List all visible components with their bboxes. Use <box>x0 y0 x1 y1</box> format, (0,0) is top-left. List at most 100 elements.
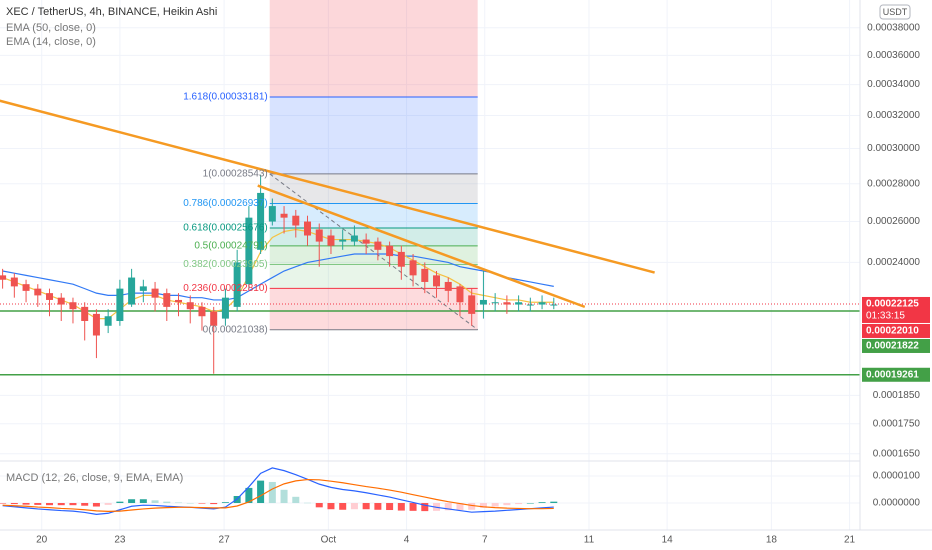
candle-body <box>0 275 7 280</box>
candle-body <box>374 241 382 250</box>
fib-label: 0.236(0.00022810) <box>183 283 268 294</box>
macd-bar <box>421 503 429 512</box>
candle-body <box>186 302 194 310</box>
macd-bar <box>526 503 534 504</box>
macd-bar <box>186 503 194 504</box>
y-tick-label: 0.00036000 <box>867 50 920 61</box>
macd-bar <box>327 503 335 510</box>
y-tick-label: 0.00030000 <box>867 143 920 154</box>
trendline <box>257 184 586 309</box>
macd-bar <box>350 503 358 510</box>
macd-bar <box>104 503 112 505</box>
y-tick-label: 0.0000100 <box>873 471 921 482</box>
y-tick-label: 0.0001750 <box>873 418 921 429</box>
currency-label[interactable]: USDT <box>883 7 908 17</box>
macd-bar <box>0 503 7 504</box>
candle-body <box>10 277 18 287</box>
trendline <box>0 99 655 274</box>
macd-bar <box>139 499 147 504</box>
macd-bar <box>292 496 300 504</box>
macd-bar <box>81 503 89 506</box>
candle-body <box>315 229 323 242</box>
macd-bar <box>151 500 159 504</box>
legend-entry: EMA (14, close, 0) <box>6 36 96 48</box>
macd-bar <box>491 503 499 507</box>
y-tick-label: 0.0000000 <box>873 498 921 509</box>
candle-body <box>386 245 394 257</box>
candle-body <box>151 288 159 298</box>
fib-label: 0.5(0.00024791) <box>194 241 267 252</box>
macd-bar <box>456 503 464 511</box>
fib-zone <box>269 97 478 174</box>
macd-bar <box>386 503 394 511</box>
candle-body <box>22 284 30 291</box>
x-tick-label: 21 <box>844 535 856 546</box>
candle-body <box>139 286 147 291</box>
candle-body <box>339 239 347 242</box>
macd-bar <box>409 503 417 511</box>
candle-body <box>57 297 65 305</box>
price-label-box <box>862 296 930 323</box>
candle-body <box>210 311 218 326</box>
macd-bar <box>257 480 265 504</box>
candle-body <box>292 215 300 226</box>
macd-line <box>2 478 554 512</box>
fib-label: 0(0.00021038) <box>203 324 268 335</box>
candle-body <box>221 297 229 319</box>
x-tick-label: 14 <box>662 535 674 546</box>
macd-bar <box>116 501 124 504</box>
macd-bar <box>374 503 382 510</box>
candle-body <box>257 192 265 250</box>
fib-label: 1(0.00028543) <box>203 169 268 180</box>
macd-bar <box>175 502 183 504</box>
macd-line <box>2 467 554 515</box>
y-tick-label: 0.00024000 <box>867 257 920 268</box>
grid <box>0 0 860 530</box>
candle-body <box>538 302 546 305</box>
macd-bar <box>92 503 100 507</box>
candle-body <box>433 275 441 287</box>
chart-title: XEC / TetherUS, 4h, BINANCE, Heikin Ashi <box>6 6 217 18</box>
y-tick-label: 0.0001850 <box>873 390 921 401</box>
countdown-label: 01:33:15 <box>866 311 905 322</box>
macd-bar <box>479 503 487 508</box>
macd-bar <box>57 503 65 506</box>
candle-body <box>550 304 558 306</box>
candle-body <box>280 213 288 218</box>
candle-body <box>456 286 464 303</box>
candle-body <box>515 302 523 305</box>
price-label: 0.00021822 <box>866 341 919 352</box>
macd-bar <box>128 499 136 504</box>
macd-bar <box>163 501 171 504</box>
candle-body <box>46 293 54 300</box>
macd-bar <box>515 503 523 505</box>
candle-body <box>69 302 77 310</box>
macd-bar <box>339 503 347 510</box>
x-tick-label: 4 <box>404 535 410 546</box>
macd-bar <box>22 503 30 505</box>
candle-body <box>421 268 429 282</box>
candle-body <box>444 281 452 291</box>
fib-label: 0.786(0.00026937) <box>183 198 268 209</box>
y-tick-label: 0.0001650 <box>873 448 921 459</box>
candle-body <box>233 262 241 307</box>
candle-body <box>116 288 124 321</box>
macd-bar <box>34 503 42 505</box>
candle-body <box>397 251 405 267</box>
candle-body <box>81 306 89 321</box>
y-tick-label: 0.00026000 <box>867 216 920 227</box>
price-label-box <box>862 338 930 353</box>
x-tick-label: 20 <box>36 535 48 546</box>
candle-body <box>304 221 312 236</box>
candle-body <box>34 288 42 296</box>
candle-body <box>198 306 206 317</box>
price-label: 0.00022125 <box>866 299 919 310</box>
y-tick-label: 0.00028000 <box>867 178 920 189</box>
y-tick-label: 0.00038000 <box>867 22 920 33</box>
macd-bar <box>538 502 546 504</box>
currency-badge[interactable] <box>879 4 911 20</box>
macd-bar <box>198 503 206 504</box>
macd-bar <box>221 502 229 504</box>
macd-bar <box>468 503 476 510</box>
